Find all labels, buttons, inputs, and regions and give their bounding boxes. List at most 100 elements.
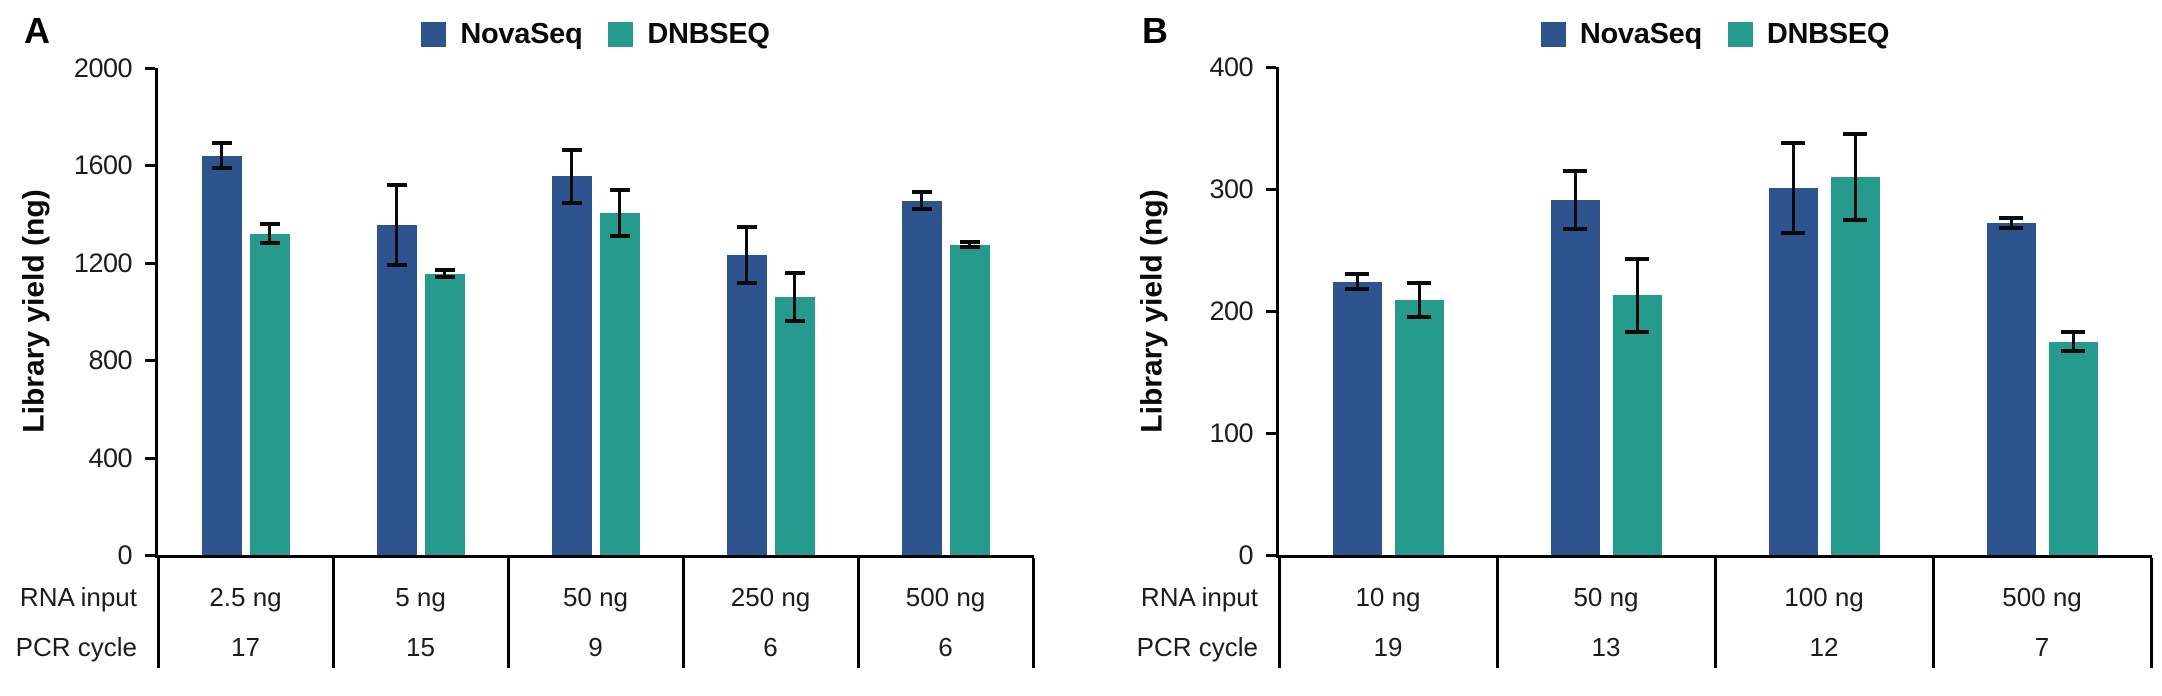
error-bar-cap-top [2061,329,2085,334]
error-bar-cap-bottom [434,275,455,280]
y-tick [1266,554,1276,557]
error-bar-cap-top [911,190,932,195]
y-tick-label: 800 [88,345,132,376]
error-bar-cap-top [1563,168,1587,173]
pcr-cycle-value: 13 [1591,632,1621,662]
error-bar-stem [1355,274,1359,290]
table-divider [1495,558,1499,668]
error-bar-stem [443,270,446,278]
bar-dnbseq [949,244,990,555]
error-bar-cap-top [784,270,805,275]
error-bar-cap-top [609,187,630,192]
y-tick [145,456,155,460]
y-tick-label: 1600 [73,150,133,181]
bar-novaseq [1986,223,2036,555]
error-bar-cap-top [211,141,232,146]
error-bar-cap-top [1625,256,1649,261]
pcr-cycle-value: 17 [231,632,260,662]
row-header-rna-input: RNA input [1140,582,1258,612]
error-bar-stem [1853,134,1857,220]
error-bar-cap-bottom [1843,217,1867,222]
error-bar-stem [268,224,271,243]
error-bar-cap-top [959,240,980,245]
y-tick [145,164,155,168]
rna-input-value: 500 ng [2002,582,2082,612]
bar-dnbseq [774,296,815,555]
y-axis-line [1276,67,1279,555]
y-tick-label: 400 [1209,52,1253,82]
y-tick [1266,66,1276,69]
bar-dnbseq [599,212,640,555]
table-divider [681,558,685,668]
pcr-cycle-value: 6 [938,632,953,662]
bar-novaseq [901,200,942,555]
error-bar-stem [1635,258,1639,332]
error-bar-cap-top [1407,280,1431,285]
legend-swatch-dnbseq [1727,21,1753,47]
bar-dnbseq [249,233,290,555]
error-bar-stem [220,143,223,168]
error-bar-cap-top [386,182,407,187]
y-tick-label: 2000 [73,53,133,83]
bar-dnbseq [1612,295,1662,555]
error-bar-cap-top [1781,140,1805,145]
error-bar-cap-bottom [1781,230,1805,235]
legend-label-dnbseq: DNBSEQ [1766,17,1890,50]
error-bar-stem [968,242,971,247]
legend-swatch-novaseq [1540,21,1566,47]
y-tick-label: 100 [1209,418,1253,448]
error-bar-cap-bottom [1999,226,2023,231]
error-bar-stem [2071,331,2075,352]
y-tick-label: 200 [1209,296,1253,326]
bar-dnbseq [1830,176,1880,555]
rna-input-value: 5 ng [395,582,446,612]
error-bar-cap-bottom [561,201,582,206]
table-divider [2149,558,2153,668]
error-bar-cap-top [1345,272,1369,277]
table-divider [1713,558,1717,668]
error-bar-cap-bottom [1563,227,1587,232]
legend-label-novaseq: NovaSeq [1579,17,1702,50]
error-bar-cap-top [1999,216,2023,221]
bar-novaseq [551,176,592,555]
legend-label-dnbseq: DNBSEQ [647,17,770,50]
error-bar-cap-bottom [2061,349,2085,354]
y-tick-label: 1200 [73,247,133,278]
y-tick [1266,432,1276,435]
y-tick-label: 400 [88,442,132,473]
row-header-pcr-cycle: PCR cycle [1136,632,1258,662]
error-bar-stem [2009,218,2013,229]
y-tick [145,67,155,70]
error-bar-stem [570,149,573,204]
error-bar-cap-top [1843,132,1867,137]
error-bar-stem [1791,142,1795,233]
bar-novaseq [1550,199,1600,555]
bar-novaseq [376,225,417,555]
table-divider [856,558,860,668]
pcr-cycle-value: 15 [406,632,435,662]
table-divider [1277,558,1281,668]
pcr-cycle-value: 7 [2034,632,2050,662]
error-bar-stem [1573,170,1577,230]
legend-entry-novaseq: NovaSeq [1540,17,1702,51]
error-bar-cap-bottom [211,165,232,170]
error-bar-cap-bottom [736,281,757,286]
bar-dnbseq [424,273,465,555]
error-bar-cap-bottom [259,240,280,245]
legend-entry-dnbseq: DNBSEQ [608,17,770,51]
legend-panel-a: NovaSeq DNBSEQ [158,16,1033,52]
legend-swatch-dnbseq [608,21,634,47]
error-bar-stem [793,272,796,322]
error-bar-cap-top [736,225,757,230]
error-bar-cap-bottom [609,234,630,238]
bar-novaseq [1768,187,1818,555]
y-tick-label: 0 [1238,540,1253,570]
bar-novaseq [1332,281,1382,555]
rna-input-value: 500 ng [905,582,986,612]
error-bar-cap-top [561,147,582,152]
error-bar-stem [920,192,923,210]
table-divider [1931,558,1935,668]
row-header-pcr-cycle: PCR cycle [15,632,137,662]
row-header-rna-input: RNA input [19,582,137,612]
bar-novaseq [726,255,767,555]
